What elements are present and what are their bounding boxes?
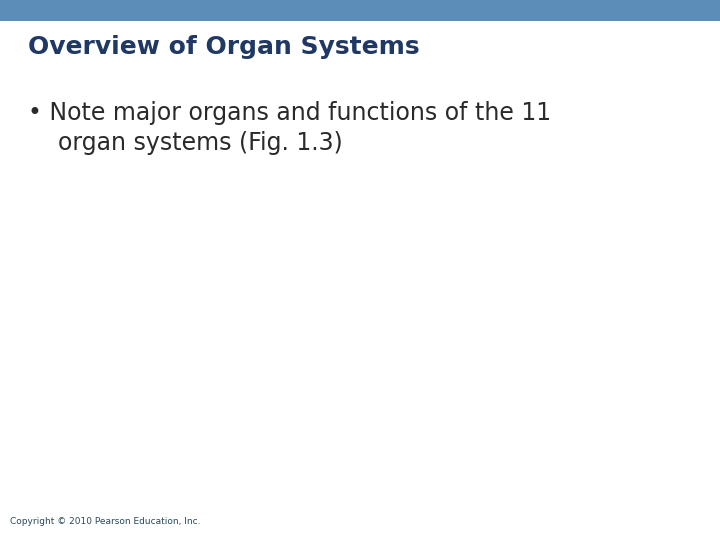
Bar — [0, 0, 720, 21]
Text: • Note major organs and functions of the 11: • Note major organs and functions of the… — [28, 100, 551, 125]
Text: Copyright © 2010 Pearson Education, Inc.: Copyright © 2010 Pearson Education, Inc. — [10, 517, 200, 526]
Text: Overview of Organ Systems: Overview of Organ Systems — [28, 35, 420, 58]
Text: organ systems (Fig. 1.3): organ systems (Fig. 1.3) — [28, 131, 343, 154]
